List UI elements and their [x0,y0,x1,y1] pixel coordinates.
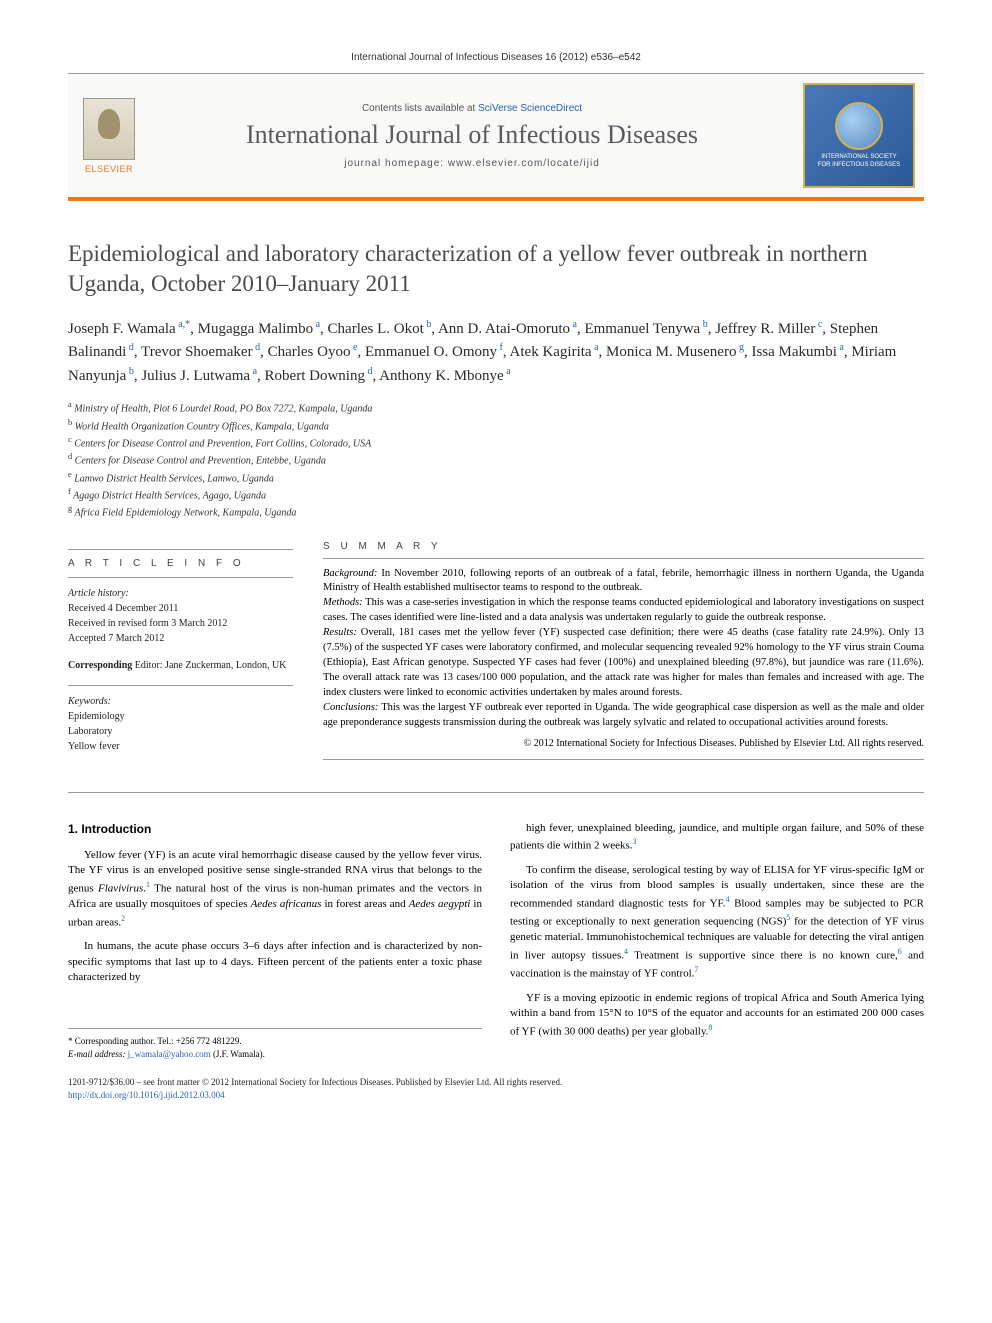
body-columns: 1. Introduction Yellow fever (YF) is an … [68,821,924,1060]
homepage-line: journal homepage: www.elsevier.com/locat… [344,158,600,169]
elsevier-tree-icon [83,98,135,160]
conclusions-text: This was the largest YF outbreak ever re… [323,702,924,728]
article-info-heading: A R T I C L E I N F O [68,558,293,569]
elsevier-label: ELSEVIER [85,164,133,174]
background-text: In November 2010, following reports of a… [323,568,924,594]
contents-prefix: Contents lists available at [362,103,478,114]
keywords-block: Keywords: EpidemiologyLaboratoryYellow f… [68,694,293,754]
conclusions-label: Conclusions: [323,702,378,713]
results-label: Results: [323,627,357,638]
society-text: INTERNATIONAL SOCIETYFOR INFECTIOUS DISE… [818,154,900,170]
society-box: INTERNATIONAL SOCIETYFOR INFECTIOUS DISE… [803,83,915,188]
corresponding-editor: Corresponding Editor: Jane Zuckerman, Lo… [68,658,293,673]
article-title: Epidemiological and laboratory character… [68,239,924,299]
body-paragraph: Yellow fever (YF) is an acute viral hemo… [68,848,482,931]
header-center: Contents lists available at SciVerse Sci… [150,74,794,197]
body-paragraph: In humans, the acute phase occurs 3–6 da… [68,939,482,986]
issn-line: 1201-9712/$36.00 – see front matter © 20… [68,1076,924,1089]
authors-list: Joseph F. Wamala a,*, Mugagga Malimbo a,… [68,317,924,388]
body-paragraph: high fever, unexplained bleeding, jaundi… [510,821,924,855]
elsevier-logo: ELSEVIER [68,74,150,197]
results-text: Overall, 181 cases met the yellow fever … [323,627,924,698]
journal-title: International Journal of Infectious Dise… [246,120,698,150]
globe-icon [835,102,883,150]
corresponding-author-footnote: * Corresponding author. Tel.: +256 772 4… [68,1028,482,1060]
column-right: high fever, unexplained bleeding, jaundi… [510,821,924,1060]
journal-header-box: ELSEVIER Contents lists available at Sci… [68,73,924,201]
society-logo: INTERNATIONAL SOCIETYFOR INFECTIOUS DISE… [794,74,924,197]
journal-citation-line: International Journal of Infectious Dise… [68,52,924,63]
history-label: Article history: [68,588,129,599]
corr-editor-value: Editor: Jane Zuckerman, London, UK [132,660,286,671]
background-label: Background: [323,568,377,579]
methods-label: Methods: [323,597,363,608]
body-paragraph: To confirm the disease, serological test… [510,863,924,983]
email-label: E-mail address: [68,1049,125,1059]
column-left: 1. Introduction Yellow fever (YF) is an … [68,821,482,1060]
summary-block: S U M M A R Y Background: In November 20… [323,541,924,768]
email-link[interactable]: j_wamala@yahoo.com [128,1049,211,1059]
sciencedirect-link[interactable]: SciVerse ScienceDirect [478,103,582,114]
intro-heading: 1. Introduction [68,821,482,838]
article-history: Article history: Received 4 December 201… [68,586,293,646]
body-paragraph: YF is a moving epizootic in endemic regi… [510,991,924,1040]
summary-body: Background: In November 2010, following … [323,567,924,751]
email-name: (J.F. Wamala). [211,1049,265,1059]
corr-author-line: * Corresponding author. Tel.: +256 772 4… [68,1035,482,1048]
page-footer: 1201-9712/$36.00 – see front matter © 20… [68,1076,924,1101]
homepage-url: www.elsevier.com/locate/ijid [448,158,600,169]
affiliations-list: a Ministry of Health, Plot 6 Lourdel Roa… [68,399,924,520]
doi-link[interactable]: http://dx.doi.org/10.1016/j.ijid.2012.03… [68,1090,225,1100]
corr-editor-label: Corresponding [68,660,132,671]
methods-text: This was a case-series investigation in … [323,597,924,623]
keywords-label: Keywords: [68,696,111,707]
summary-heading: S U M M A R Y [323,541,924,559]
article-info-block: A R T I C L E I N F O Article history: R… [68,541,293,768]
homepage-prefix: journal homepage: [344,158,448,169]
copyright-line: © 2012 International Society for Infecti… [323,737,924,751]
contents-line: Contents lists available at SciVerse Sci… [362,103,582,114]
